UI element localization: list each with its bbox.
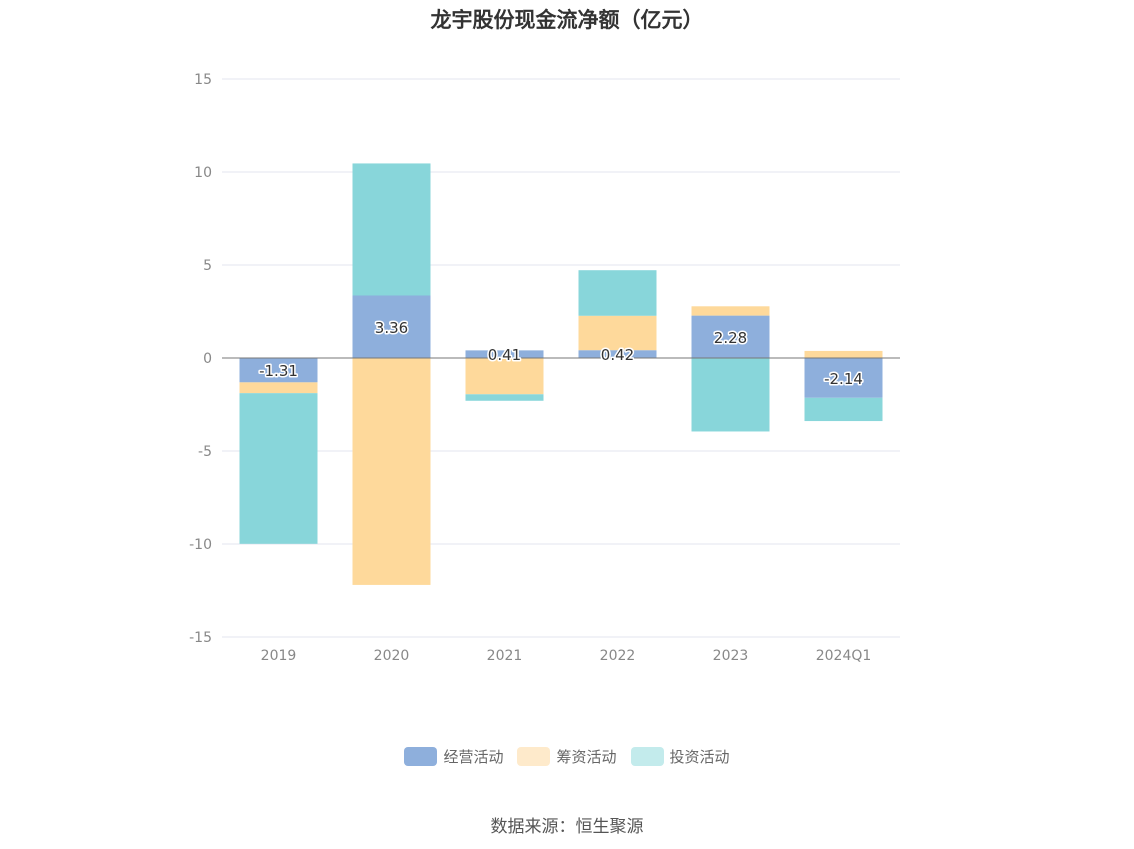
bar-筹资活动-2019	[239, 382, 318, 394]
bar-筹资活动-2021	[465, 358, 544, 395]
bar-投资活动-2022	[578, 270, 657, 316]
data-label-operating: -2.14	[824, 370, 863, 388]
legend-swatch-investing	[630, 747, 664, 766]
data-label-operating: 3.36	[375, 319, 408, 337]
legend-label-financing: 筹资活动	[556, 748, 617, 766]
data-label-operating: 2.28	[714, 329, 747, 347]
bar-经营活动-2024Q1	[804, 358, 883, 398]
bar-经营活动-2021	[465, 350, 544, 358]
bar-筹资活动-2023	[691, 306, 770, 316]
data-label-operating: 0.42	[601, 346, 634, 364]
legend-swatch-financing	[517, 747, 551, 766]
x-tick-label: 2022	[600, 648, 636, 664]
data-label-operating: -1.31	[259, 362, 298, 380]
y-tick-label: 0	[203, 351, 212, 367]
bar-经营活动-2019	[239, 358, 318, 383]
cash-flow-chart: 15 10 5 0 -5 -10 -15 2019 2020 2021 2022 2023 2024Q1…	[189, 72, 900, 664]
bar-投资活动-2020	[352, 163, 431, 296]
data-label-operating: 0.41	[488, 346, 521, 364]
bar-投资活动-2019	[239, 393, 318, 544]
chart-title: 龙宇股份现金流净额（亿元）	[430, 8, 704, 32]
x-tick-label: 2024Q1	[816, 648, 872, 664]
bar-筹资活动-2020	[352, 358, 431, 585]
y-tick-label: 10	[194, 165, 212, 181]
legend-label-operating: 经营活动	[443, 748, 504, 766]
x-tick-label: 2021	[487, 648, 523, 664]
bar-筹资活动-2024Q1	[804, 350, 883, 358]
legend-item-investing[interactable]: 投资活动	[630, 746, 730, 767]
bar-投资活动-2024Q1	[804, 397, 883, 422]
legend-item-financing[interactable]: 筹资活动	[517, 746, 617, 767]
legend: 经营活动 筹资活动 投资活动	[0, 746, 1134, 767]
legend-swatch-operating	[404, 747, 438, 766]
y-tick-label: 5	[203, 258, 212, 274]
bar-投资活动-2021	[465, 394, 544, 401]
y-tick-label: -15	[189, 630, 212, 646]
data-source: 数据来源：恒生聚源	[490, 817, 644, 837]
x-tick-label: 2020	[374, 648, 410, 664]
y-tick-label: -5	[198, 444, 212, 460]
bar-投资活动-2023	[691, 358, 770, 432]
bar-筹资活动-2022	[578, 315, 657, 351]
legend-item-operating[interactable]: 经营活动	[404, 746, 503, 767]
bar-经营活动-2023	[691, 315, 770, 358]
bar-经营活动-2022	[578, 350, 657, 358]
x-tick-label: 2023	[713, 648, 749, 664]
y-tick-label: -10	[189, 537, 212, 553]
x-tick-label: 2019	[261, 648, 297, 664]
legend-label-investing: 投资活动	[669, 748, 730, 766]
y-tick-label: 15	[194, 72, 212, 88]
bar-经营活动-2020	[352, 295, 431, 358]
